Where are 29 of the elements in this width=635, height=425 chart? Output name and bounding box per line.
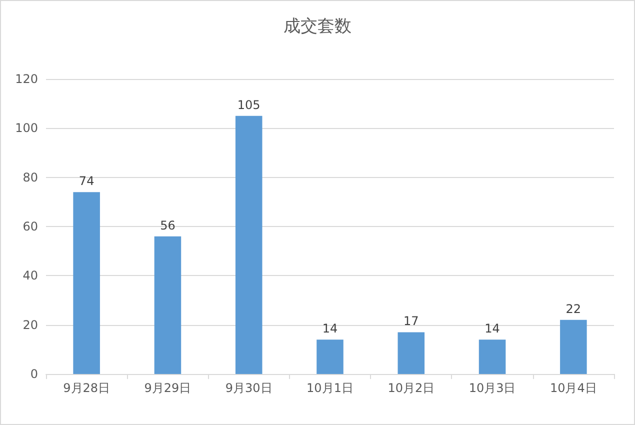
bar	[316, 340, 344, 374]
y-tick-label: 80	[22, 170, 38, 184]
x-tick-label: 9月28日	[63, 381, 110, 395]
y-tick-label: 20	[22, 318, 38, 332]
x-tick-label: 10月1日	[306, 381, 354, 395]
bar	[478, 340, 506, 374]
data-label: 105	[237, 98, 260, 112]
y-tick-label: 60	[22, 220, 38, 234]
chart-title: 成交套数	[284, 16, 352, 36]
x-tick-label: 9月29日	[144, 381, 192, 395]
x-tick-label: 10月4日	[550, 381, 597, 395]
x-tick-label: 10月2日	[388, 381, 435, 395]
y-tick-label: 120	[15, 72, 38, 86]
data-label: 17	[404, 314, 419, 328]
y-tick-label: 0	[30, 367, 38, 381]
y-tick-label: 40	[22, 268, 38, 283]
data-label: 14	[484, 322, 500, 336]
data-label: 74	[78, 174, 94, 188]
data-label: 56	[160, 218, 176, 232]
data-label: 22	[566, 302, 582, 316]
y-tick-label: 100	[15, 121, 38, 136]
x-tick-label: 9月30日	[225, 381, 272, 395]
data-label: 14	[322, 322, 338, 336]
bar	[154, 236, 182, 374]
bar	[73, 192, 100, 374]
bar	[560, 320, 587, 374]
bar	[235, 116, 262, 374]
x-tick-label: 10月3日	[468, 381, 516, 395]
bar	[398, 332, 425, 374]
